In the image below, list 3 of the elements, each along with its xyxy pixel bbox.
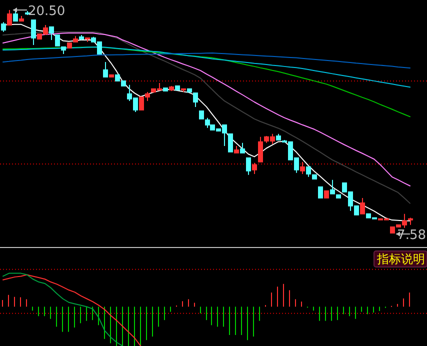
annotation: 20.50 — [28, 4, 66, 19]
annotation: 7.58 — [397, 228, 426, 243]
text: 指标说明 — [376, 252, 425, 266]
